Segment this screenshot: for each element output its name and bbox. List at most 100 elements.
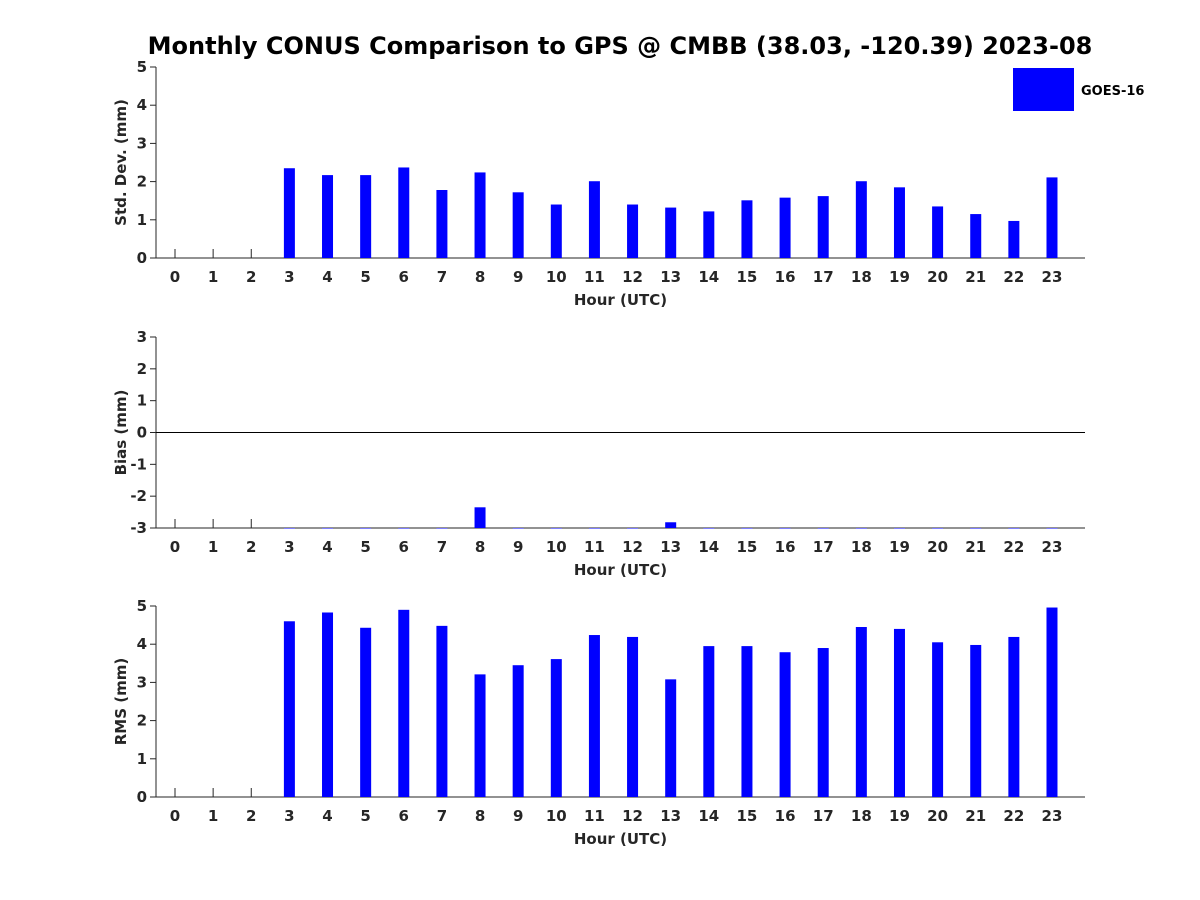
x-tick-label: 11 [584, 807, 605, 825]
x-tick-label: 23 [1042, 268, 1063, 286]
bar-hour-21 [970, 644, 982, 797]
x-tick-label: 20 [927, 268, 948, 286]
y-tick-label: 3 [137, 328, 147, 346]
x-tick-label: 11 [584, 268, 605, 286]
x-tick-label: 7 [437, 538, 447, 556]
bar-hour-21 [970, 528, 982, 529]
x-tick-label: 2 [246, 807, 256, 825]
y-tick-label: -2 [130, 487, 147, 505]
x-axis-label: Hour (UTC) [574, 830, 667, 848]
x-tick-label: 9 [513, 268, 523, 286]
bar-hour-13 [665, 679, 677, 797]
x-tick-label: 4 [322, 807, 332, 825]
x-tick-label: 22 [1003, 807, 1024, 825]
x-tick-label: 14 [698, 807, 719, 825]
x-tick-label: 1 [208, 268, 218, 286]
bar-hour-19 [893, 528, 905, 529]
x-tick-label: 0 [170, 268, 180, 286]
bar-hour-18 [855, 528, 867, 529]
bar-hour-12 [627, 636, 639, 797]
x-tick-label: 0 [170, 538, 180, 556]
bar-hour-4 [322, 175, 334, 258]
bar-hour-10 [550, 204, 562, 258]
x-tick-label: 21 [965, 807, 986, 825]
bar-hour-18 [855, 627, 867, 797]
bar-hour-9 [512, 192, 524, 258]
bar-hour-7 [436, 190, 448, 258]
y-tick-label: -3 [130, 519, 147, 537]
bar-hour-15 [741, 528, 753, 529]
bar-hour-9 [512, 528, 524, 529]
y-tick-label: 4 [137, 635, 147, 653]
bar-hour-10 [550, 528, 562, 529]
bar-hour-3 [283, 621, 295, 797]
y-tick-label: 2 [137, 173, 147, 191]
x-tick-label: 6 [399, 268, 409, 286]
x-tick-label: 9 [513, 538, 523, 556]
bar-hour-5 [360, 627, 372, 797]
bar-hour-19 [893, 628, 905, 797]
bar-hour-20 [932, 206, 944, 258]
x-tick-label: 17 [813, 807, 834, 825]
x-tick-label: 13 [660, 268, 681, 286]
x-tick-label: 8 [475, 538, 485, 556]
y-tick-label: 2 [137, 712, 147, 730]
bar-hour-22 [1008, 220, 1020, 258]
bar-hour-5 [360, 528, 372, 529]
x-tick-label: 6 [399, 807, 409, 825]
y-tick-label: -1 [130, 455, 147, 473]
x-tick-label: 19 [889, 807, 910, 825]
bar-hour-20 [932, 528, 944, 529]
bar-hour-7 [436, 528, 448, 529]
x-tick-label: 1 [208, 807, 218, 825]
y-tick-label: 3 [137, 134, 147, 152]
x-tick-label: 17 [813, 538, 834, 556]
legend-label: GOES-16 [1081, 84, 1144, 99]
bar-hour-16 [779, 652, 791, 797]
x-tick-label: 14 [698, 268, 719, 286]
x-tick-label: 5 [360, 538, 370, 556]
bar-hour-15 [741, 646, 753, 797]
x-tick-label: 5 [360, 268, 370, 286]
x-tick-label: 13 [660, 807, 681, 825]
bar-hour-14 [703, 646, 715, 797]
x-tick-label: 1 [208, 538, 218, 556]
bar-hour-23 [1046, 528, 1058, 529]
x-tick-label: 10 [546, 538, 567, 556]
x-tick-label: 15 [737, 268, 758, 286]
bar-hour-22 [1008, 528, 1020, 529]
x-tick-label: 4 [322, 268, 332, 286]
y-tick-label: 5 [137, 597, 147, 615]
x-axis-label: Hour (UTC) [574, 291, 667, 309]
y-axis-label: Std. Dev. (mm) [112, 99, 130, 226]
bar-hour-3 [283, 528, 295, 529]
x-tick-label: 18 [851, 538, 872, 556]
bar-hour-13 [665, 207, 677, 258]
bar-hour-15 [741, 200, 753, 258]
bar-hour-18 [855, 181, 867, 258]
y-tick-label: 3 [137, 673, 147, 691]
x-tick-label: 7 [437, 268, 447, 286]
bar-hour-19 [893, 187, 905, 258]
bar-hour-10 [550, 659, 562, 797]
bar-hour-9 [512, 665, 524, 797]
bar-hour-16 [779, 528, 791, 529]
x-tick-label: 15 [737, 538, 758, 556]
bar-hour-8 [474, 674, 486, 797]
x-tick-label: 23 [1042, 538, 1063, 556]
x-tick-label: 19 [889, 538, 910, 556]
bar-hour-23 [1046, 177, 1058, 258]
bar-hour-12 [627, 528, 639, 529]
bar-hour-3 [283, 168, 295, 258]
bar-hour-14 [703, 211, 715, 258]
legend-swatch [1013, 68, 1074, 111]
x-tick-label: 13 [660, 538, 681, 556]
y-tick-label: 0 [137, 249, 147, 267]
x-tick-label: 3 [284, 538, 294, 556]
y-tick-label: 0 [137, 788, 147, 806]
x-tick-label: 21 [965, 268, 986, 286]
bar-hour-11 [588, 635, 600, 797]
bar-hour-6 [398, 528, 410, 529]
x-tick-label: 3 [284, 807, 294, 825]
